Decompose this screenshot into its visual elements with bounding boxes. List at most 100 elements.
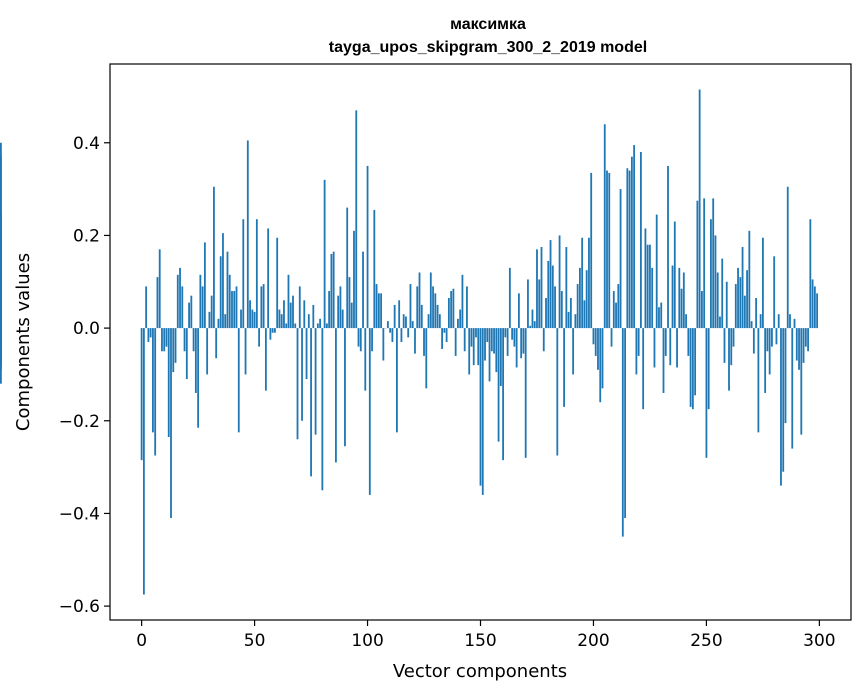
bar-220 bbox=[637, 328, 640, 356]
bar-113 bbox=[396, 328, 398, 433]
bar-19 bbox=[183, 328, 186, 352]
bar-281 bbox=[775, 328, 778, 345]
bar-270 bbox=[750, 321, 753, 329]
bar-125 bbox=[423, 328, 425, 356]
bar-294 bbox=[804, 328, 807, 347]
bar-174 bbox=[533, 321, 536, 329]
bar-167 bbox=[518, 293, 520, 329]
bar-206 bbox=[606, 170, 608, 329]
bar-207 bbox=[608, 172, 611, 329]
bar-147 bbox=[472, 328, 475, 366]
bar-114 bbox=[398, 300, 401, 329]
bar-145 bbox=[468, 328, 471, 375]
bar-82 bbox=[325, 323, 328, 329]
bar-78 bbox=[316, 323, 319, 329]
bar-236 bbox=[673, 221, 676, 329]
bar-62 bbox=[280, 314, 283, 329]
bar-241 bbox=[685, 314, 687, 329]
bar-83 bbox=[328, 291, 331, 329]
bar-191 bbox=[572, 328, 575, 375]
bar-129 bbox=[432, 286, 434, 329]
bar-110 bbox=[389, 328, 392, 333]
bar-260 bbox=[728, 328, 730, 391]
bar-77 bbox=[314, 328, 317, 435]
bars-group bbox=[0, 89, 819, 595]
bar-239 bbox=[680, 288, 683, 329]
bar-29 bbox=[206, 328, 209, 375]
bar-101 bbox=[368, 328, 371, 495]
bar-115 bbox=[400, 328, 403, 342]
bar-99 bbox=[364, 328, 367, 391]
bar-23 bbox=[192, 328, 195, 352]
bar-28 bbox=[203, 242, 206, 329]
bar-133 bbox=[441, 328, 443, 349]
bar-186 bbox=[560, 291, 563, 329]
bar-274 bbox=[759, 314, 762, 329]
bar-183 bbox=[554, 286, 556, 329]
bar-223 bbox=[644, 228, 647, 329]
bar-106 bbox=[380, 293, 383, 329]
bar-190 bbox=[569, 297, 572, 329]
bar-57 bbox=[269, 328, 272, 340]
y-tick-label: 0.2 bbox=[73, 226, 100, 246]
bar-237 bbox=[676, 328, 678, 368]
bar-244 bbox=[691, 328, 694, 410]
x-tick-label: 300 bbox=[803, 631, 835, 651]
bar-250 bbox=[705, 328, 708, 458]
bar-121 bbox=[414, 328, 416, 354]
bar-3 bbox=[147, 328, 150, 342]
bar-214 bbox=[624, 328, 626, 519]
bar-275 bbox=[761, 237, 764, 329]
bar-6 bbox=[154, 328, 157, 456]
bar-132 bbox=[438, 314, 441, 329]
bar-148 bbox=[475, 328, 477, 338]
y-tick-label: 0.4 bbox=[73, 134, 100, 154]
bar-169 bbox=[522, 328, 525, 354]
bar-290 bbox=[795, 328, 798, 361]
bar-37 bbox=[224, 314, 227, 329]
bar-248 bbox=[700, 291, 703, 329]
bar-105 bbox=[377, 293, 380, 329]
bar-238 bbox=[678, 267, 681, 329]
bar-157 bbox=[495, 328, 498, 373]
bar-202 bbox=[597, 328, 599, 370]
bar-8 bbox=[158, 249, 161, 329]
bar-173 bbox=[531, 309, 534, 329]
bar-25 bbox=[197, 328, 200, 428]
bar-51 bbox=[255, 219, 258, 329]
bar-50 bbox=[253, 311, 256, 329]
bar-226 bbox=[651, 267, 654, 329]
bar-135 bbox=[445, 328, 448, 342]
bar-0 bbox=[140, 328, 143, 461]
bar-246 bbox=[696, 200, 699, 329]
bar-92 bbox=[348, 277, 351, 329]
bar-104 bbox=[375, 284, 378, 329]
bar-210 bbox=[615, 302, 617, 329]
bar-38 bbox=[226, 251, 229, 329]
bar-288 bbox=[791, 328, 794, 449]
x-tick-label: 150 bbox=[464, 631, 496, 651]
bar-193 bbox=[576, 284, 579, 329]
bar-73 bbox=[305, 328, 308, 380]
bar-291 bbox=[798, 328, 800, 370]
bar-298 bbox=[813, 286, 816, 329]
bar-287 bbox=[789, 314, 791, 329]
bar-269 bbox=[748, 230, 751, 329]
bar-266 bbox=[741, 247, 744, 329]
bar-251 bbox=[707, 328, 710, 410]
bar-179 bbox=[545, 297, 547, 329]
bar-58 bbox=[271, 328, 274, 333]
bar-45 bbox=[242, 219, 245, 329]
bar-292 bbox=[800, 328, 803, 435]
bar-102 bbox=[371, 328, 373, 352]
bar-271 bbox=[752, 328, 755, 354]
bar-94 bbox=[353, 230, 355, 329]
bar-285 bbox=[784, 328, 787, 424]
bar-111 bbox=[391, 328, 394, 342]
bar-273 bbox=[757, 328, 760, 433]
bar-123 bbox=[418, 272, 421, 329]
bar-36 bbox=[222, 233, 224, 329]
bar-49 bbox=[251, 309, 254, 329]
bar-293 bbox=[802, 328, 805, 363]
bar-9 bbox=[161, 328, 163, 352]
